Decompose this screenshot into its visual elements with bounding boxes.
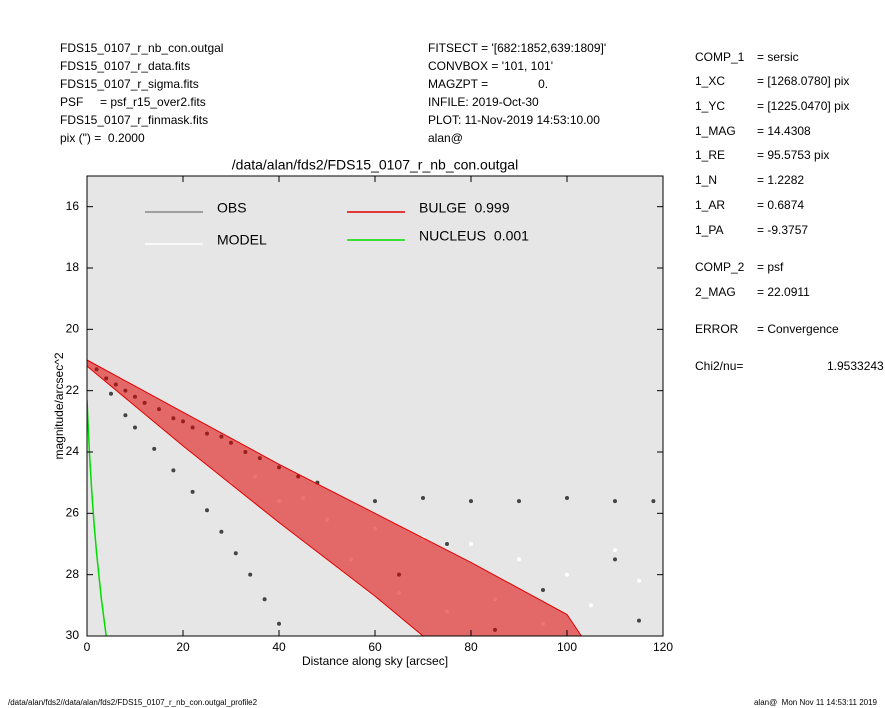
fit-key: Chi2/nu=	[695, 359, 743, 373]
data-point	[613, 557, 617, 562]
legend-label: NUCLEUS	[419, 228, 486, 244]
header-line: PLOT: 11-Nov-2019 14:53:10.00	[428, 113, 600, 127]
header-line: FDS15_0107_r_sigma.fits	[60, 77, 199, 91]
legend-label: BULGE	[419, 200, 466, 216]
data-point	[373, 499, 377, 504]
data-point	[637, 578, 641, 583]
data-point	[171, 468, 176, 473]
bulge-band	[87, 359, 583, 636]
fit-value: = psf	[757, 260, 784, 274]
header-line: FDS15_0107_r_data.fits	[60, 59, 190, 73]
chart-title: /data/alan/fds2/FDS15_0107_r_nb_con.outg…	[232, 157, 518, 173]
data-point	[613, 499, 617, 504]
fit-key: COMP_2	[695, 260, 745, 274]
y-tick-label: 20	[66, 322, 80, 336]
data-point	[248, 572, 253, 577]
footer-left: /data/alan/fds2//data/alan/fds2/FDS15_01…	[8, 698, 258, 707]
x-tick-label: 0	[84, 640, 91, 654]
data-point	[565, 496, 569, 500]
data-point	[190, 489, 195, 494]
fit-value: = 95.5753 pix	[757, 148, 829, 162]
y-tick-label: 18	[66, 260, 80, 274]
data-point	[123, 413, 128, 418]
x-tick-label: 60	[368, 640, 382, 654]
fit-value: = 14.4308	[757, 124, 811, 138]
fit-key: 1_PA	[695, 223, 723, 237]
data-point	[152, 446, 157, 451]
header-line: pix (") = 0.2000	[60, 131, 145, 145]
y-tick-label: 26	[66, 506, 80, 520]
fit-value: = Convergence	[757, 322, 839, 336]
y-tick-label: 28	[66, 567, 80, 581]
header-line: MAGZPT = 0.	[428, 77, 548, 91]
header-line: FDS15_0107_r_finmask.fits	[60, 113, 208, 127]
header-line: CONVBOX = '101, 101'	[428, 59, 553, 73]
data-point	[133, 425, 137, 430]
data-point	[517, 499, 521, 504]
fit-value: = 0.6874	[757, 198, 804, 212]
data-point	[205, 508, 209, 513]
fit-key: 1_MAG	[695, 124, 736, 138]
header-line: alan@	[428, 131, 463, 145]
fit-value: = sersic	[757, 50, 799, 64]
data-point	[469, 542, 473, 546]
data-point	[469, 499, 473, 504]
fit-value: 1.9533243	[827, 359, 884, 373]
fit-value: = 22.0911	[757, 285, 810, 299]
fit-value: = -9.3757	[757, 223, 808, 237]
fit-value: = 1.2282	[757, 173, 804, 187]
data-point	[233, 551, 238, 556]
footer-right: alan@ Mon Nov 11 14:53:11 2019	[754, 698, 878, 707]
header-line: PSF = psf_r15_over2.fits	[60, 95, 206, 109]
header-line: FDS15_0107_r_nb_con.outgal	[60, 41, 223, 55]
data-point	[613, 548, 617, 553]
legend-label: OBS	[217, 200, 247, 216]
legend-label: MODEL	[217, 232, 267, 248]
fit-key: 1_N	[695, 173, 717, 187]
data-point	[637, 618, 641, 623]
x-tick-label: 100	[557, 640, 577, 654]
fit-key: 1_XC	[695, 74, 725, 88]
y-tick-label: 16	[66, 199, 80, 213]
legend-fraction: 0.999	[474, 200, 509, 216]
data-point	[219, 529, 224, 534]
fit-key: ERROR	[695, 322, 739, 336]
data-point	[541, 588, 545, 592]
x-tick-label: 120	[653, 640, 673, 654]
y-tick-label: 24	[66, 444, 80, 458]
data-point	[651, 499, 656, 504]
data-point	[421, 496, 425, 500]
x-axis-label: Distance along sky [arcsec]	[302, 654, 448, 668]
fit-key: 1_AR	[695, 198, 725, 212]
x-tick-label: 40	[272, 640, 286, 654]
data-point	[589, 603, 593, 608]
fit-key: 1_YC	[695, 99, 725, 113]
data-point	[565, 572, 569, 577]
data-point	[445, 542, 449, 546]
data-point	[517, 557, 521, 562]
legend-fraction: 0.001	[494, 228, 529, 244]
data-point	[262, 597, 267, 602]
fit-key: COMP_1	[695, 50, 745, 64]
x-tick-label: 20	[176, 640, 190, 654]
y-axis-label: magnitude/arcsec^2	[52, 352, 66, 459]
x-tick-label: 80	[464, 640, 478, 654]
fit-key: 1_RE	[695, 148, 725, 162]
y-tick-label: 22	[66, 383, 80, 397]
fit-key: 2_MAG	[695, 285, 736, 299]
fit-value: = [1225.0470] pix	[757, 99, 849, 113]
y-tick-label: 30	[66, 628, 80, 642]
fit-value: = [1268.0780] pix	[757, 74, 849, 88]
data-point	[277, 621, 281, 626]
header-line: INFILE: 2019-Oct-30	[428, 95, 539, 109]
header-line: FITSECT = '[682:1852,639:1809]'	[428, 41, 606, 55]
data-point	[109, 391, 113, 396]
